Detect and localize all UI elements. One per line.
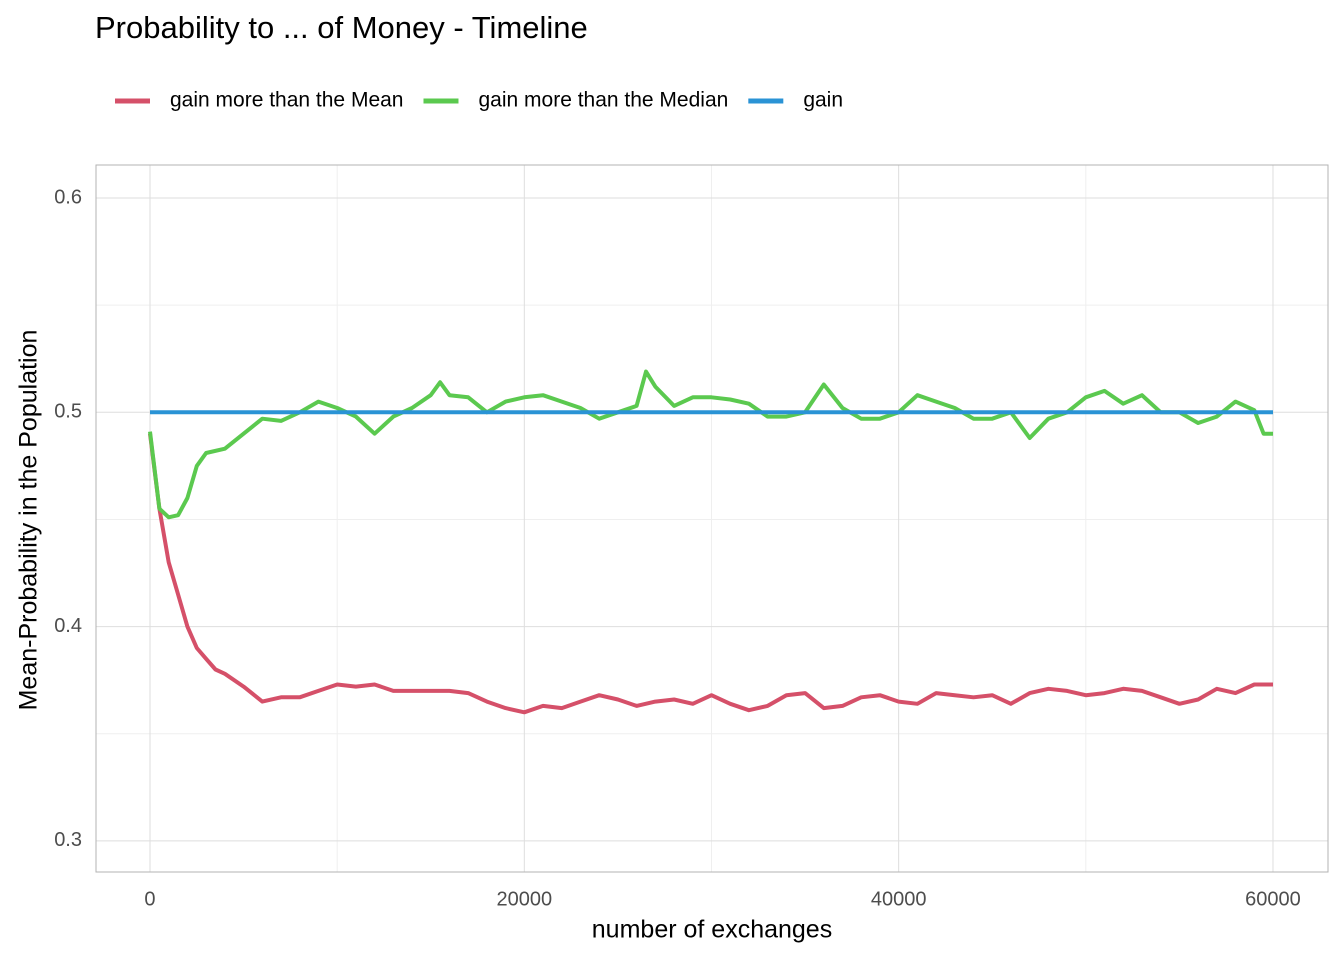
legend-label: gain more than the Median xyxy=(478,89,728,112)
y-tick-label: 0.4 xyxy=(54,615,82,637)
legend-label: gain more than the Mean xyxy=(170,89,403,112)
y-tick-label: 0.5 xyxy=(54,401,82,423)
x-axis-title: number of exchanges xyxy=(592,916,832,944)
x-tick-label: 60000 xyxy=(1245,888,1301,910)
panel-border xyxy=(95,164,1329,873)
y-tick-label: 0.3 xyxy=(54,829,82,851)
chart-title: Probability to ... of Money - Timeline xyxy=(95,10,588,45)
legend-label: gain xyxy=(803,89,843,112)
y-tick-label: 0.6 xyxy=(54,186,82,208)
x-tick-label: 0 xyxy=(144,888,155,910)
line-series xyxy=(148,433,1273,715)
x-tick-label: 40000 xyxy=(871,888,927,910)
y-axis-title: Mean-Probability in the Population xyxy=(15,330,43,711)
x-tick-label: 20000 xyxy=(497,888,553,910)
